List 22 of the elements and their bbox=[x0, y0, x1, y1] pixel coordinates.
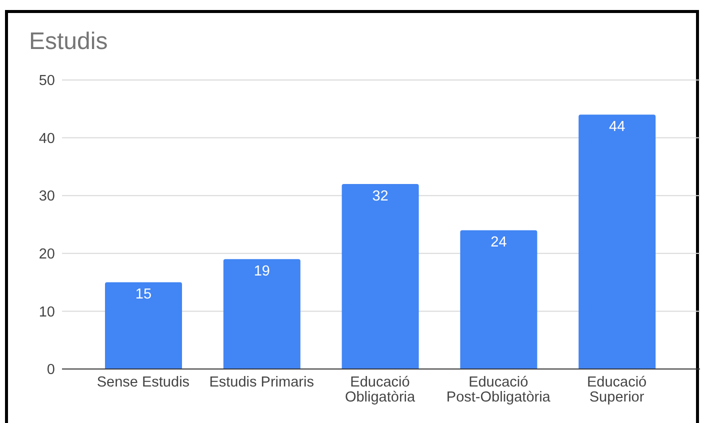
y-tick-label: 0 bbox=[46, 362, 55, 378]
bar bbox=[105, 282, 182, 369]
bar bbox=[460, 230, 538, 369]
chart-title: Estudis bbox=[29, 28, 108, 56]
x-tick-label: Educació Post-Obligatòria bbox=[446, 374, 552, 406]
data-label: 24 bbox=[490, 234, 507, 251]
y-tick-label: 30 bbox=[38, 188, 55, 205]
x-tick-label: Educació Superior bbox=[586, 374, 647, 406]
data-label: 44 bbox=[609, 118, 626, 135]
bar bbox=[342, 184, 419, 369]
data-label: 15 bbox=[135, 286, 152, 303]
data-label: 32 bbox=[372, 188, 388, 204]
x-tick-label: Educació Obligatòria bbox=[344, 374, 416, 406]
y-tick-label: 10 bbox=[38, 304, 55, 320]
y-tick-label: 50 bbox=[38, 73, 55, 90]
y-tick-label: 40 bbox=[38, 130, 55, 147]
y-tick-label: 20 bbox=[38, 246, 55, 263]
x-tick-label: Estudis Primaris bbox=[209, 374, 314, 390]
x-tick-label: Sense Estudis bbox=[96, 374, 190, 390]
bar bbox=[223, 259, 300, 369]
bar bbox=[578, 114, 656, 369]
data-label: 19 bbox=[254, 263, 270, 280]
